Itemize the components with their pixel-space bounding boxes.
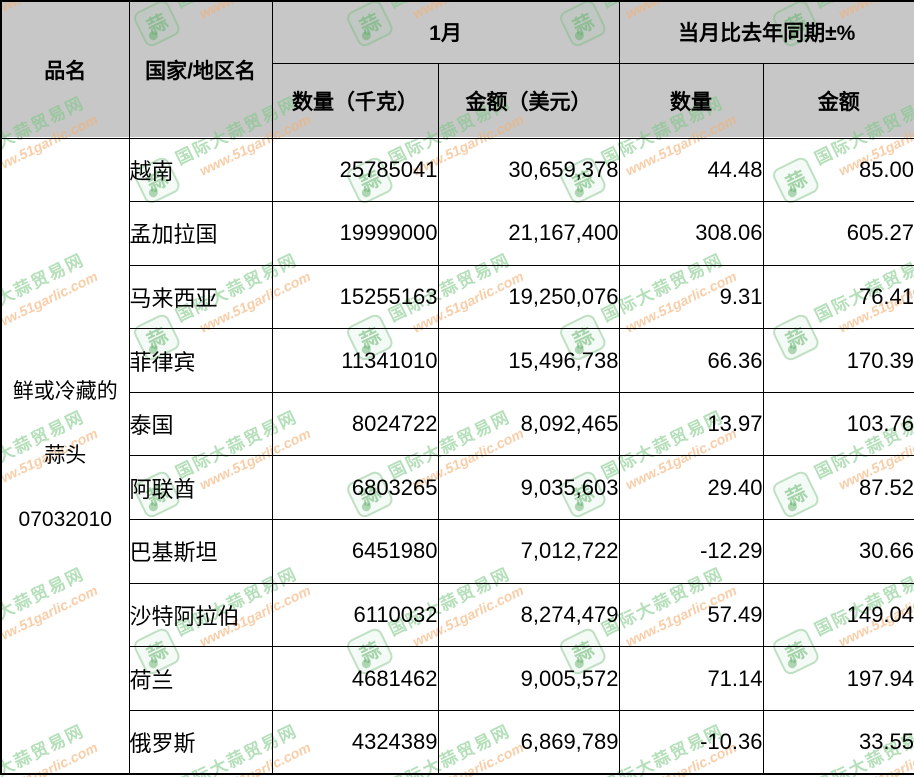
qty-kg-value: 8024722	[271, 391, 439, 457]
qty-yoy-value: 44.48	[618, 137, 764, 203]
header-product: 品名	[0, 0, 130, 139]
country-cell-value: 越南	[128, 137, 273, 203]
qty-yoy-value: 9.31	[618, 264, 764, 330]
table-row: 沙特阿拉伯 6110032 8,274,479 57.49 149.04	[1, 582, 914, 648]
amount-usd-value: 6,869,789	[437, 709, 620, 775]
table-row: 荷兰 4681462 9,005,572 71.14 197.94	[1, 646, 914, 711]
amount-usd-value: 21,167,400	[437, 201, 620, 266]
amount-yoy-value: 76.41	[762, 264, 914, 330]
amount-usd-value: 15,496,738	[437, 328, 620, 393]
header-row-groups: 品名 国家/地区名 1月 当月比去年同期±%	[0, 0, 914, 139]
amount-yoy-value: 149.04	[762, 582, 914, 648]
country-cell-value: 泰国	[128, 391, 273, 457]
amount-yoy-value: 87.52	[762, 455, 914, 521]
table-row: 菲律宾 11341010 15,496,738 66.36 170.39	[1, 328, 914, 393]
qty-yoy-value: 29.40	[618, 455, 764, 521]
table-header: 品名 国家/地区名 1月 当月比去年同期±% 数量（千克） 金额（美元） 数量 …	[0, 0, 914, 139]
amount-usd-value: 9,035,603	[437, 455, 620, 521]
product-line: 07032010	[18, 507, 112, 531]
amount-usd-value: 7,012,722	[437, 519, 620, 584]
header-row-columns: 数量（千克） 金额（美元） 数量 金额	[1, 62, 914, 139]
qty-kg-value: 4324389	[271, 709, 439, 775]
country-cell-value: 俄罗斯	[128, 709, 273, 775]
qty-kg-value: 6451980	[271, 519, 439, 584]
qty-yoy-value: 57.49	[618, 582, 764, 648]
qty-yoy-value: 71.14	[618, 646, 764, 711]
amount-yoy-value: 85.00	[762, 137, 914, 203]
qty-kg-value: 6803265	[271, 455, 439, 521]
qty-yoy-value: -12.29	[618, 519, 764, 584]
country-cell-value: 马来西亚	[128, 264, 273, 330]
table-row: 马来西亚 15255163 19,250,076 9.31 76.41	[1, 264, 914, 330]
table-row: 泰国 8024722 8,092,465 13.97 103.76	[1, 391, 914, 457]
amount-usd-value: 19,250,076	[437, 264, 620, 330]
header-country: 国家/地区名	[128, 0, 273, 139]
qty-kg-value: 15255163	[271, 264, 439, 330]
country-cell-value: 荷兰	[128, 646, 273, 711]
amount-yoy-value: 197.94	[762, 646, 914, 711]
amount-yoy-value: 30.66	[762, 519, 914, 584]
qty-yoy-value: 308.06	[618, 201, 764, 266]
table-row: 俄罗斯 4324389 6,869,789 -10.36 33.55	[1, 709, 914, 775]
country-cell-value: 菲律宾	[128, 328, 273, 393]
qty-yoy-value: 13.97	[618, 391, 764, 457]
qty-kg-value: 4681462	[271, 646, 439, 711]
header-amount-yoy: 金额	[762, 62, 914, 139]
table-body: 鲜或冷藏的蒜头 07032010 越南 25785041 30,659,378 44.48…	[0, 137, 914, 775]
table-row: 巴基斯坦 6451980 7,012,722 -12.29 30.66	[1, 519, 914, 584]
product-cell: 鲜或冷藏的蒜头 07032010	[0, 137, 130, 775]
amount-yoy-value: 103.76	[762, 391, 914, 457]
amount-usd-value: 8,092,465	[437, 391, 620, 457]
country-cell-value: 巴基斯坦	[128, 519, 273, 584]
table-row: 鲜或冷藏的蒜头 07032010 越南 25785041 30,659,378 44.48…	[0, 137, 914, 775]
amount-yoy-value: 605.27	[762, 201, 914, 266]
amount-usd-value: 9,005,572	[437, 646, 620, 711]
country-cell-value: 阿联酋	[128, 455, 273, 521]
country-cell-value: 沙特阿拉伯	[128, 582, 273, 648]
amount-usd-value: 30,659,378	[437, 137, 620, 203]
amount-yoy-value: 33.55	[762, 709, 914, 775]
qty-kg-value: 25785041	[271, 137, 439, 203]
qty-kg-value: 6110032	[271, 582, 439, 648]
header-qty-yoy: 数量	[618, 62, 764, 139]
qty-kg-value: 11341010	[271, 328, 439, 393]
qty-yoy-value: 66.36	[618, 328, 764, 393]
product-line: 蒜头	[44, 443, 87, 467]
header-month-group: 1月	[271, 0, 620, 64]
product-line: 鲜或冷藏的	[12, 379, 118, 403]
country-cell-value: 孟加拉国	[128, 201, 273, 266]
qty-kg-value: 19999000	[271, 201, 439, 266]
header-qty-kg: 数量（千克）	[271, 62, 439, 139]
table-row: 阿联酋 6803265 9,035,603 29.40 87.52	[1, 455, 914, 521]
amount-yoy-value: 170.39	[762, 328, 914, 393]
table-row: 孟加拉国 19999000 21,167,400 308.06 605.27	[1, 201, 914, 266]
header-yoy-group: 当月比去年同期±%	[618, 0, 914, 64]
header-amount-usd: 金额（美元）	[437, 62, 620, 139]
amount-usd-value: 8,274,479	[437, 582, 620, 648]
qty-yoy-value: -10.36	[618, 709, 764, 775]
